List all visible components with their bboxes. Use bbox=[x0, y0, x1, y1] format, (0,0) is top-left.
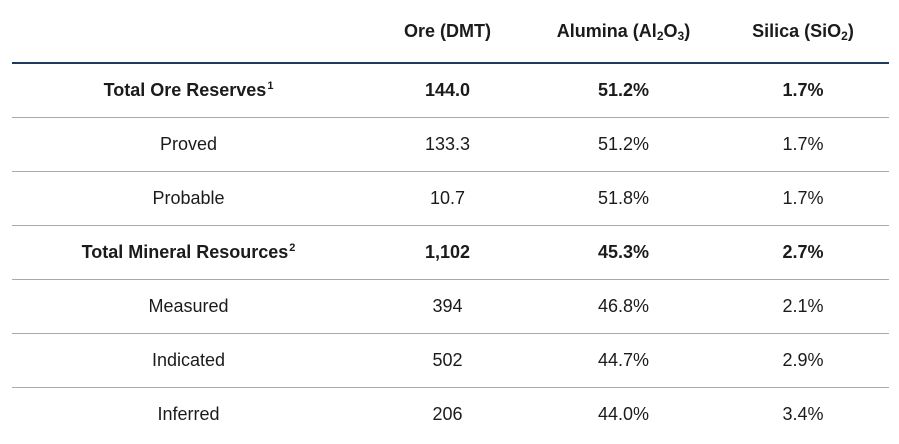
row-silica: 3.4% bbox=[782, 404, 824, 424]
row-silica: 2.1% bbox=[717, 279, 889, 334]
header-alumina-sub1: 2 bbox=[656, 28, 664, 43]
row-ore: 394 bbox=[365, 279, 530, 334]
row-label-text: Total Mineral Resources bbox=[81, 242, 289, 262]
row-alumina: 51.2% bbox=[530, 117, 717, 172]
row-alumina: 44.0% bbox=[597, 404, 650, 424]
row-ore: 1,102 bbox=[365, 225, 530, 280]
header-alumina-suffix: ) bbox=[684, 20, 691, 41]
row-alumina: 45.3% bbox=[530, 225, 717, 280]
row-label-text: Proved bbox=[159, 134, 218, 154]
table-row: Total Ore Reserves1 144.0 51.2% 1.7% bbox=[12, 63, 889, 118]
row-alumina: 46.8% bbox=[530, 279, 717, 334]
table-row: Total Mineral Resources2 1,102 45.3% 2.7… bbox=[12, 225, 889, 280]
header-label bbox=[12, 0, 365, 64]
header-ore: Ore (DMT) bbox=[365, 0, 530, 64]
row-ore: 502 bbox=[365, 333, 530, 388]
row-silica: 2.7% bbox=[717, 225, 889, 280]
footnote-marker: 2 bbox=[289, 242, 296, 254]
header-silica-suffix: ) bbox=[847, 20, 854, 41]
table-header: Ore (DMT) Alumina (Al2O3) Silica (SiO2) bbox=[12, 0, 889, 64]
table-row: Probable 10.7 51.8% 1.7% bbox=[12, 171, 889, 226]
header-alumina-sub2: 3 bbox=[677, 28, 685, 43]
table-row: Indicated 502 44.7% 2.9% bbox=[12, 333, 889, 388]
header-silica: Silica (SiO2) bbox=[717, 0, 889, 64]
table-row: Measured 394 46.8% 2.1% bbox=[12, 279, 889, 334]
row-alumina: 44.7% bbox=[530, 333, 717, 388]
row-label: Indicated bbox=[12, 333, 365, 388]
row-alumina: 51.8% bbox=[530, 171, 717, 226]
row-ore: 144.0 bbox=[365, 63, 530, 118]
row-label-text: Inferred bbox=[157, 404, 220, 424]
row-label-text: Measured bbox=[148, 296, 229, 316]
header-silica-sub1: 2 bbox=[841, 28, 848, 43]
row-silica: 1.7% bbox=[717, 171, 889, 226]
row-label-text: Probable bbox=[152, 188, 225, 208]
table-row: Proved 133.3 51.2% 1.7% bbox=[12, 117, 889, 172]
row-ore: 10.7 bbox=[365, 171, 530, 226]
table-body: Total Ore Reserves1 144.0 51.2% 1.7% Pro… bbox=[12, 63, 889, 441]
header-alumina: Alumina (Al2O3) bbox=[530, 0, 717, 64]
row-label: Inferred bbox=[12, 388, 365, 442]
row-silica: 2.9% bbox=[717, 333, 889, 388]
row-alumina: 51.2% bbox=[530, 63, 717, 118]
header-alumina-prefix: Alumina (Al bbox=[556, 20, 657, 41]
row-label-text: Total Ore Reserves bbox=[103, 80, 267, 100]
reserves-resources-table: Ore (DMT) Alumina (Al2O3) Silica (SiO2) … bbox=[12, 0, 889, 441]
row-silica: 1.7% bbox=[717, 117, 889, 172]
header-silica-prefix: Silica (SiO bbox=[752, 20, 842, 41]
row-ore: 206 bbox=[432, 404, 463, 424]
row-label: Measured bbox=[12, 279, 365, 334]
row-label: Proved bbox=[12, 117, 365, 172]
header-row: Ore (DMT) Alumina (Al2O3) Silica (SiO2) bbox=[12, 0, 889, 64]
row-label: Total Mineral Resources2 bbox=[12, 225, 365, 280]
row-label: Probable bbox=[12, 171, 365, 226]
header-alumina-mid: O bbox=[663, 20, 678, 41]
row-label-text: Indicated bbox=[151, 350, 226, 370]
footnote-marker: 1 bbox=[267, 80, 274, 92]
row-ore: 133.3 bbox=[365, 117, 530, 172]
table-row: Inferred 206 44.0% 3.4% bbox=[12, 388, 889, 442]
row-silica: 1.7% bbox=[717, 63, 889, 118]
row-label: Total Ore Reserves1 bbox=[12, 63, 365, 118]
